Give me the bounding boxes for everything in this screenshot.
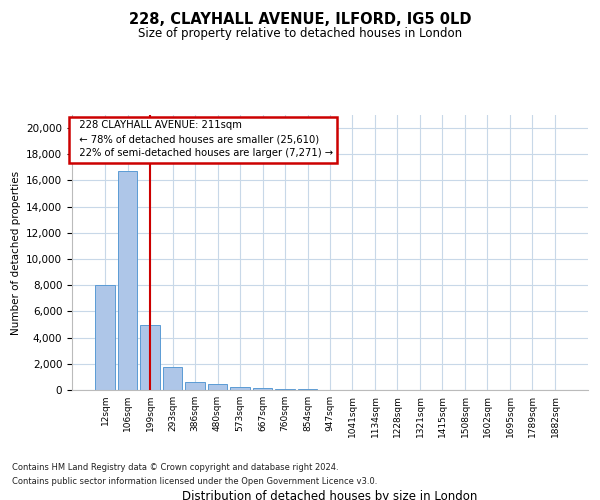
Y-axis label: Number of detached properties: Number of detached properties [11,170,20,334]
Bar [163,367,182,390]
Bar [298,389,317,390]
Bar [185,382,205,390]
Text: 228, CLAYHALL AVENUE, ILFORD, IG5 0LD: 228, CLAYHALL AVENUE, ILFORD, IG5 0LD [129,12,471,28]
Bar [230,386,250,390]
Bar [253,388,272,390]
X-axis label: Distribution of detached houses by size in London: Distribution of detached houses by size … [182,490,478,500]
Bar [95,284,115,390]
Text: Size of property relative to detached houses in London: Size of property relative to detached ho… [138,28,462,40]
Text: Contains public sector information licensed under the Open Government Licence v3: Contains public sector information licen… [12,477,377,486]
Text: Contains HM Land Registry data © Crown copyright and database right 2024.: Contains HM Land Registry data © Crown c… [12,464,338,472]
Bar [208,384,227,390]
Bar [118,172,137,390]
Text: 228 CLAYHALL AVENUE: 211sqm
  ← 78% of detached houses are smaller (25,610)
  22: 228 CLAYHALL AVENUE: 211sqm ← 78% of det… [73,120,333,158]
Bar [140,324,160,390]
Bar [275,388,295,390]
